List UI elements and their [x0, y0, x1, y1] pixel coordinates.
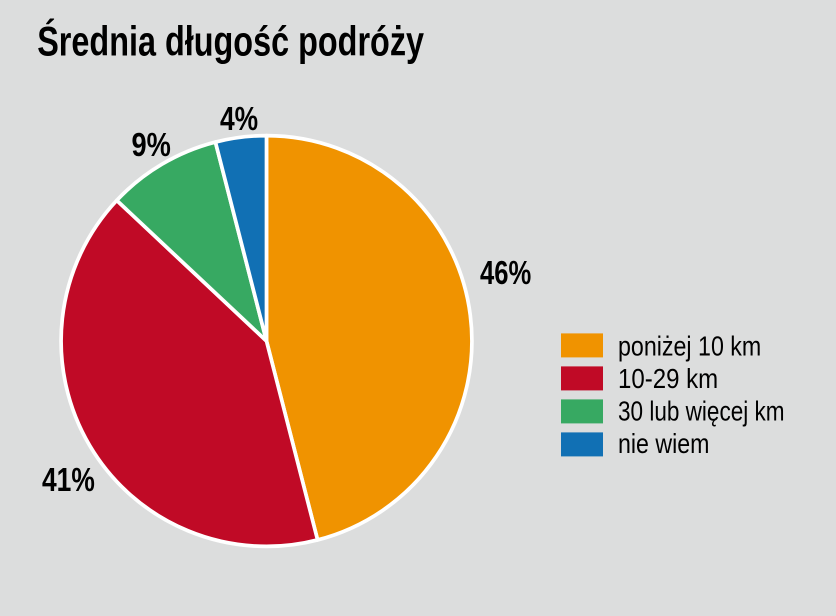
svg-text:30 lub więcej km: 30 lub więcej km	[618, 396, 785, 427]
svg-text:10-29 km: 10-29 km	[618, 364, 718, 394]
svg-text:poniżej 10 km: poniżej 10 km	[618, 332, 761, 362]
svg-text:9%: 9%	[132, 128, 171, 164]
svg-text:Średnia długość podróży: Średnia długość podróży	[37, 17, 424, 64]
svg-text:4%: 4%	[220, 101, 258, 137]
svg-text:nie wiem: nie wiem	[618, 429, 709, 459]
svg-text:46%: 46%	[480, 255, 531, 292]
svg-text:41%: 41%	[42, 462, 95, 498]
